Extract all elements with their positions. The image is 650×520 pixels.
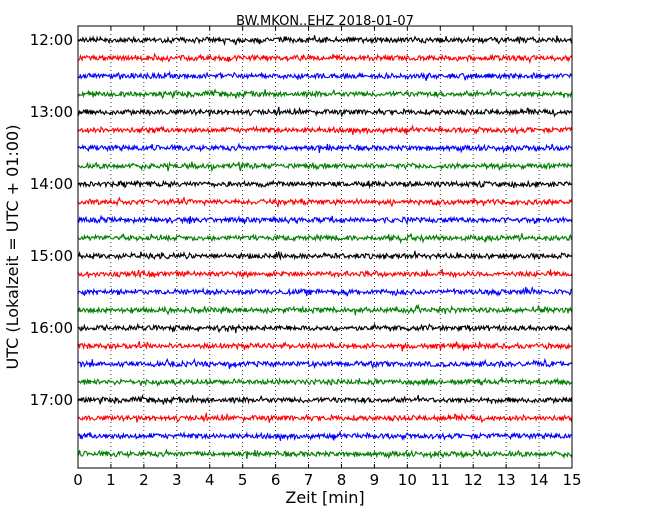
x-tick-label: 1 [106, 471, 116, 489]
y-tick-label: 12:00 [30, 31, 73, 49]
x-tick-label: 8 [337, 471, 347, 489]
trace-1630 [77, 357, 573, 370]
x-tick-label: 9 [370, 471, 380, 489]
y-tick-label: 14:00 [30, 175, 73, 193]
trace-1415 [77, 196, 573, 208]
x-tick-label: 14 [530, 471, 549, 489]
y-axis-ticks: 12:00 13:00 14:00 15:00 16:00 17:00 [30, 31, 572, 409]
y-tick-label: 17:00 [30, 391, 73, 409]
x-tick-label: 4 [205, 471, 215, 489]
plot-frame [77, 25, 573, 469]
trace-1545 [77, 303, 573, 316]
trace-1315 [77, 124, 573, 136]
trace-1715 [77, 412, 573, 424]
trace-1745 [77, 448, 573, 460]
vertical-grid [110, 26, 540, 468]
trace-1645 [77, 377, 573, 388]
x-tick-label: 12 [464, 471, 483, 489]
trace-1445 [77, 233, 573, 245]
trace-1700 [77, 394, 573, 405]
trace-1430 [77, 214, 573, 226]
trace-1215 [77, 52, 573, 65]
x-tick-label: 15 [562, 471, 581, 489]
trace-1730 [77, 430, 573, 442]
x-tick-label: 3 [172, 471, 182, 489]
trace-1600 [77, 322, 573, 334]
trace-1245 [77, 88, 573, 100]
y-tick-label: 13:00 [30, 103, 73, 121]
x-axis-label: Zeit [min] [285, 488, 364, 507]
trace-1400 [77, 179, 573, 190]
trace-1615 [77, 340, 573, 352]
x-axis-ticks: 0 1 2 3 4 5 6 7 8 9 10 11 12 13 14 15 [73, 26, 582, 489]
x-tick-label: 5 [238, 471, 248, 489]
trace-1300 [77, 106, 573, 118]
x-tick-label: 6 [271, 471, 281, 489]
x-tick-label: 11 [431, 471, 450, 489]
trace-1200 [77, 35, 573, 47]
x-tick-label: 0 [73, 471, 83, 489]
y-tick-label: 15:00 [30, 247, 73, 265]
y-tick-label: 16:00 [30, 319, 73, 337]
trace-1330 [77, 142, 573, 154]
seismic-traces [77, 35, 573, 460]
x-tick-label: 2 [139, 471, 149, 489]
trace-1530 [77, 285, 573, 298]
x-tick-label: 10 [398, 471, 417, 489]
trace-1515 [77, 268, 573, 279]
x-tick-label: 7 [304, 471, 314, 489]
trace-1230 [77, 70, 573, 81]
chart-title: BW.MKON..EHZ 2018-01-07 [236, 14, 414, 29]
y-axis-label: UTC (Lokalzeit = UTC + 01:00) [3, 125, 22, 370]
trace-1345 [77, 161, 573, 173]
x-tick-label: 13 [497, 471, 516, 489]
trace-1500 [77, 250, 573, 261]
